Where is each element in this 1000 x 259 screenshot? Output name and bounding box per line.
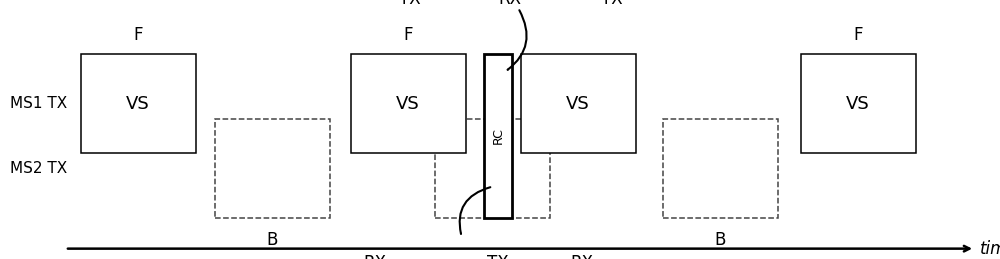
Text: MS2 TX: MS2 TX — [10, 161, 67, 176]
Text: TX: TX — [601, 0, 623, 8]
Text: TX: TX — [487, 254, 509, 259]
Bar — [81, 54, 196, 153]
Bar — [520, 54, 636, 153]
Bar — [800, 54, 916, 153]
Text: RX: RX — [570, 254, 594, 259]
Text: TX: TX — [399, 0, 421, 8]
Bar — [215, 119, 330, 218]
Text: VS: VS — [566, 95, 590, 113]
Text: VS: VS — [846, 95, 870, 113]
Bar — [662, 119, 778, 218]
Text: RX: RX — [498, 0, 522, 8]
Text: VS: VS — [126, 95, 150, 113]
Text: time: time — [980, 240, 1000, 258]
Text: B: B — [266, 231, 278, 248]
Text: RX: RX — [364, 254, 386, 259]
Text: RC: RC — [492, 127, 505, 145]
Bar — [484, 54, 512, 218]
FancyArrowPatch shape — [508, 10, 527, 70]
Bar — [434, 119, 550, 218]
Text: F: F — [133, 26, 143, 44]
Bar — [351, 54, 466, 153]
FancyArrowPatch shape — [460, 187, 490, 234]
Text: MS1 TX: MS1 TX — [10, 96, 67, 111]
Text: B: B — [714, 231, 726, 248]
Text: F: F — [853, 26, 863, 44]
Text: VS: VS — [396, 95, 420, 113]
Text: F: F — [403, 26, 413, 44]
